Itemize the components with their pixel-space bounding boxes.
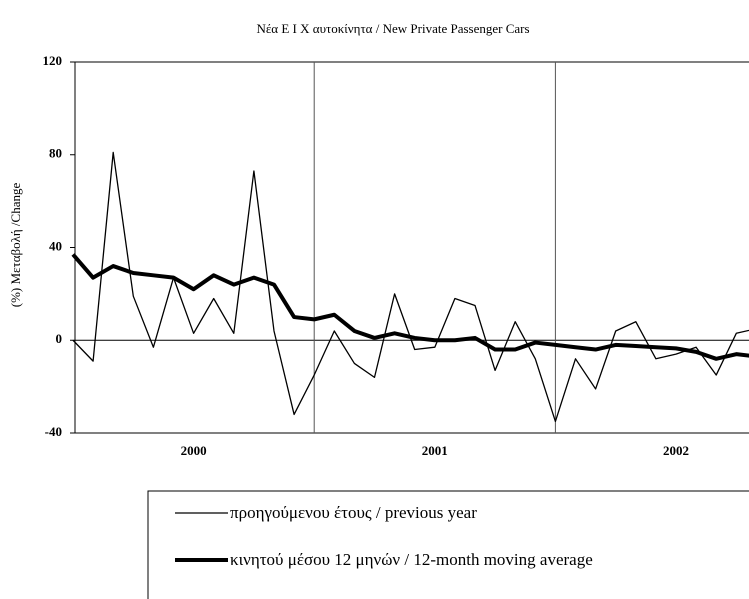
x-group-label: 2002 [663, 443, 689, 458]
y-axis-label: (%) Μεταβολή /Change [8, 183, 23, 308]
series-line [72, 151, 749, 423]
legend-box [147, 490, 749, 599]
y-tick-label: 80 [49, 146, 62, 161]
x-group-label: 2001 [422, 443, 448, 458]
series-line [71, 253, 749, 361]
y-tick-label: 40 [49, 238, 62, 253]
y-tick-label: 120 [43, 53, 63, 68]
y-tick-label: 0 [56, 331, 63, 346]
chart-title: Νέα Ε Ι Χ αυτοκίνητα / New Private Passe… [256, 21, 529, 36]
x-group-label: 2000 [181, 443, 207, 458]
legend-label: κινητού μέσου 12 μηνών / 12-month moving… [230, 550, 593, 569]
y-tick-label: -40 [45, 424, 62, 439]
legend-label: προηγούμενου έτους / previous year [230, 503, 477, 522]
